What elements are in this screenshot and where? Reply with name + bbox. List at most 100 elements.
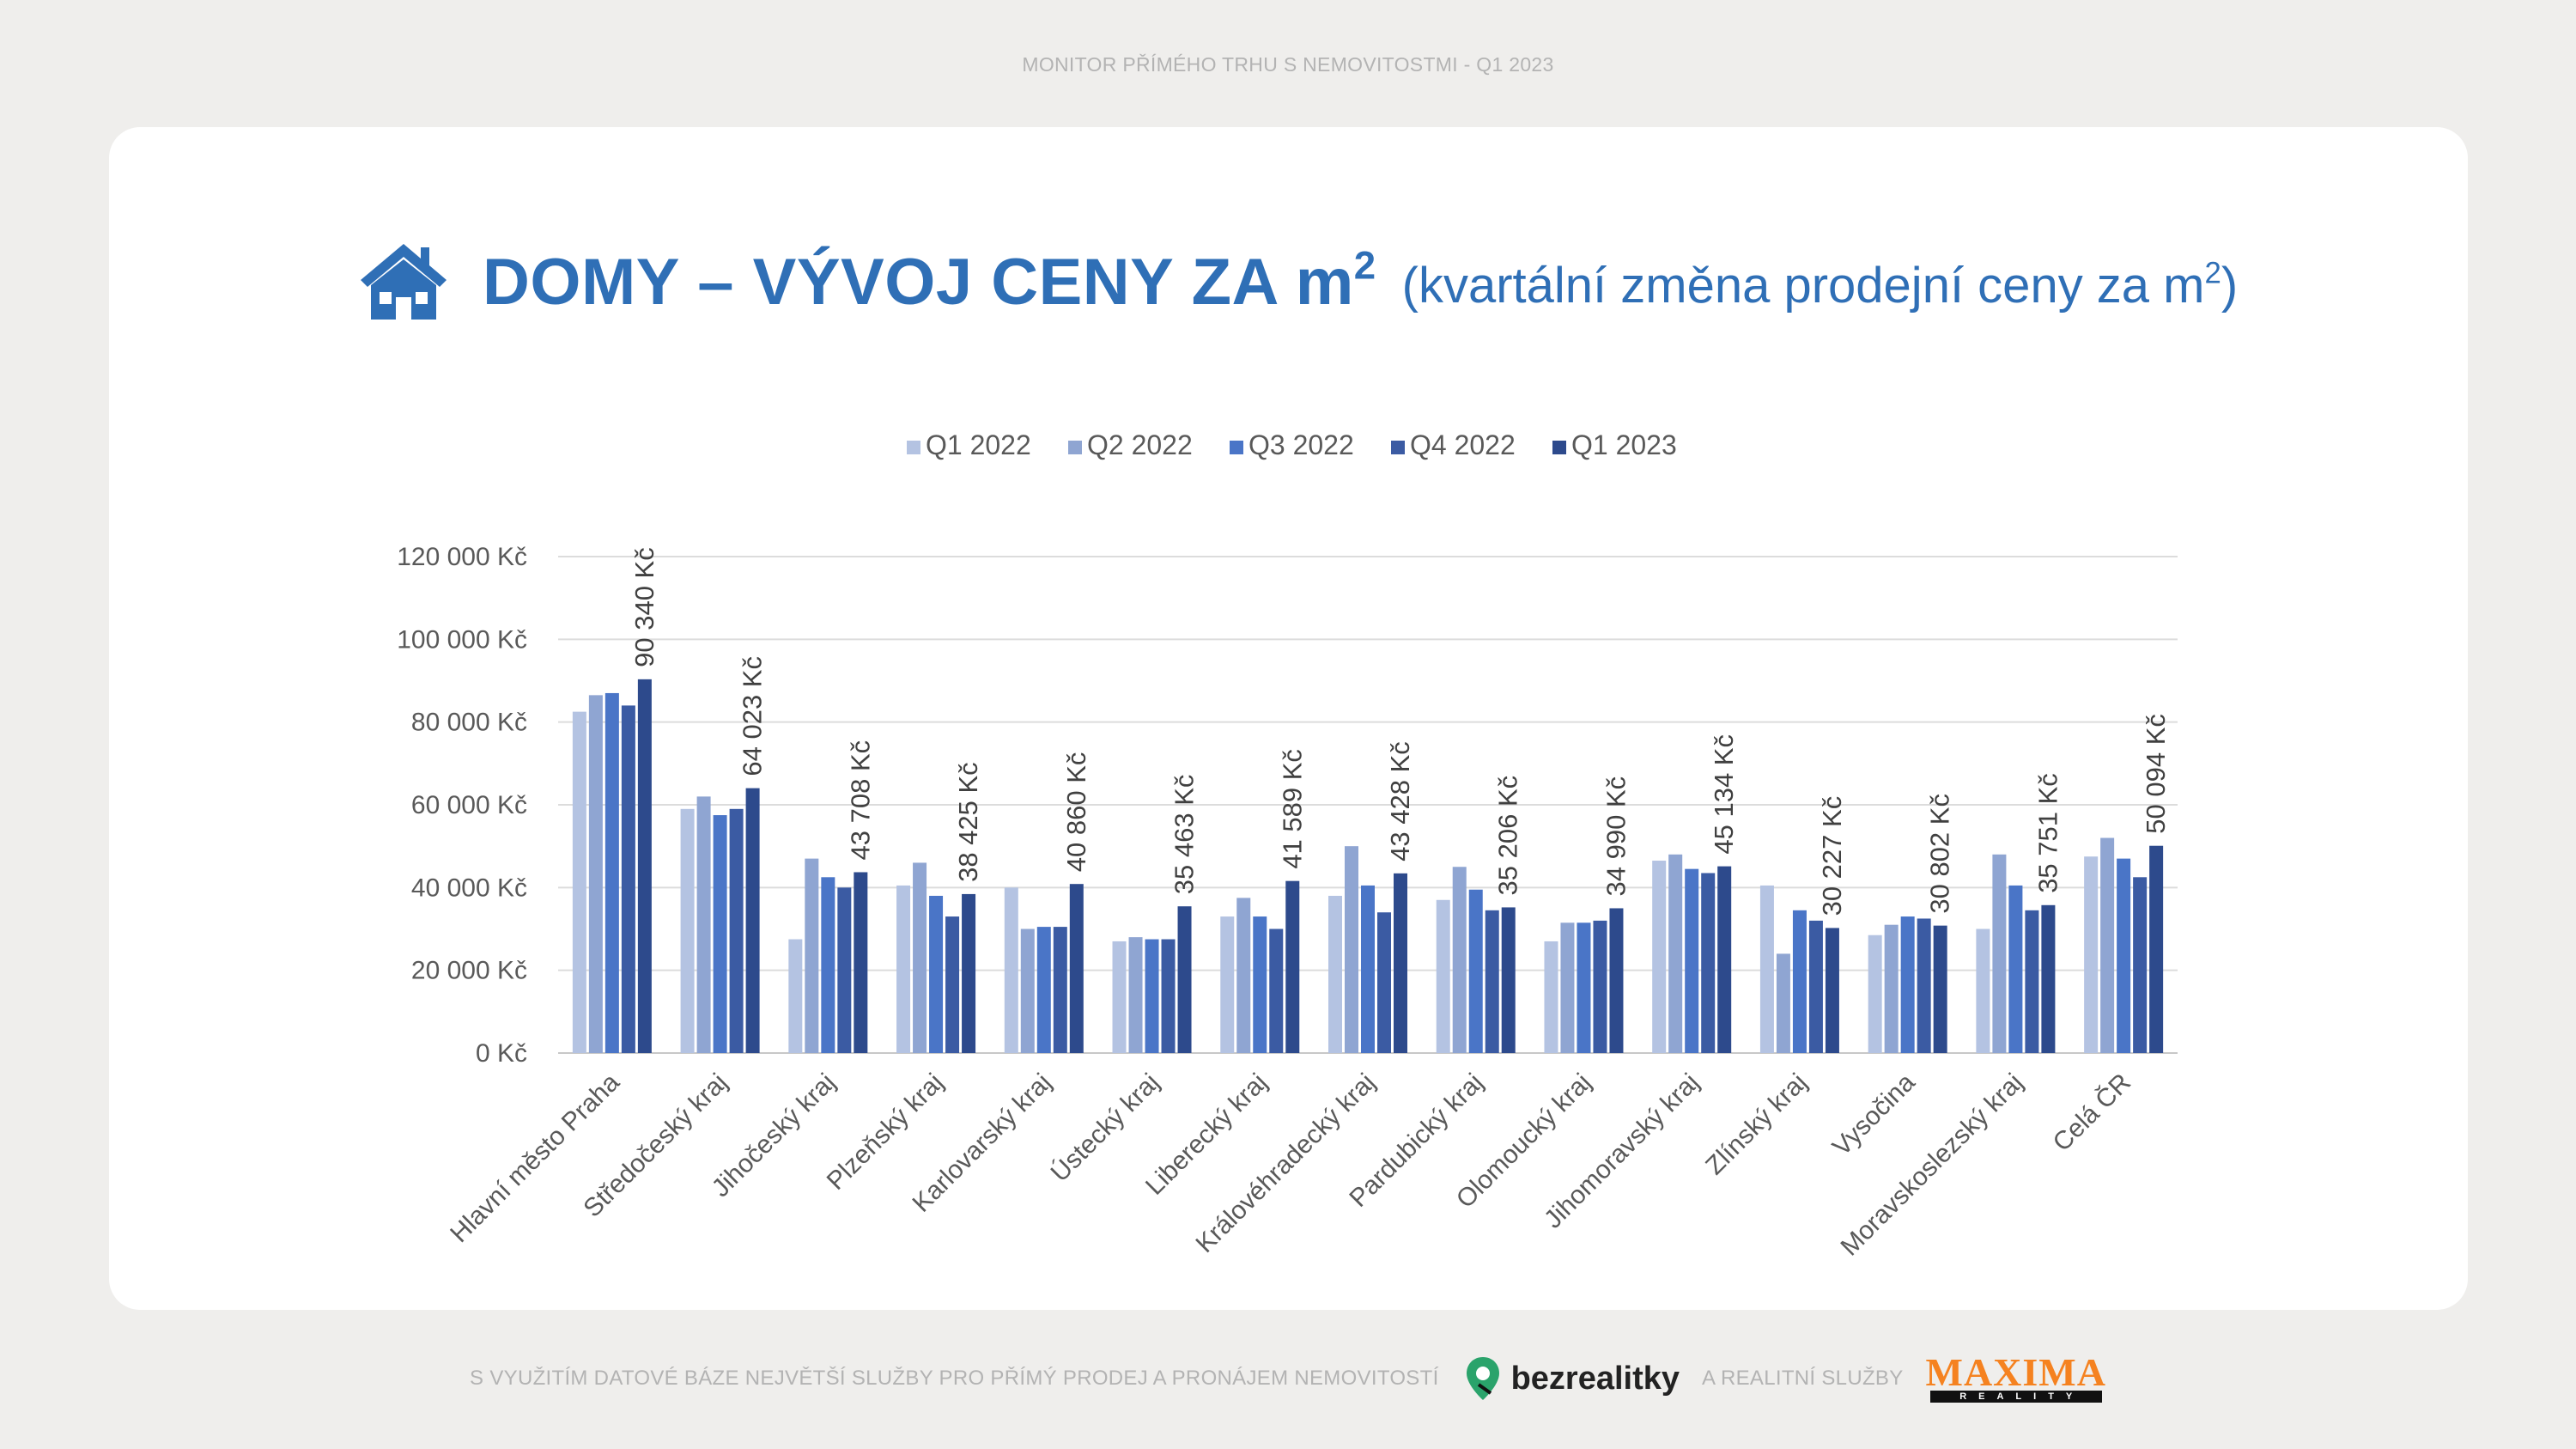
data-label: 30 227 Kč: [1817, 796, 1847, 916]
bar: [1976, 928, 1990, 1053]
bar: [1900, 916, 1915, 1053]
page-title: DOMY – VÝVOJ CENY ZA m2 (kvartální změna…: [357, 239, 2238, 325]
bar: [1069, 884, 1084, 1053]
bar: [1036, 927, 1051, 1053]
bar: [1468, 889, 1483, 1053]
bar: [1269, 928, 1284, 1053]
bar: [1345, 846, 1358, 1053]
bar: [1485, 910, 1499, 1053]
bar: [1377, 912, 1391, 1053]
bar: [1560, 922, 1575, 1053]
bar: [1884, 924, 1899, 1053]
chart-subtitle: (kvartální změna prodejní ceny za m2): [1401, 255, 2239, 314]
location-pin-icon: [1466, 1357, 1499, 1400]
y-tick-label: 40 000 Kč: [411, 874, 527, 902]
report-header: MONITOR PŘÍMÉHO TRHU S NEMOVITOSTMI - Q1…: [1022, 53, 1554, 76]
bar: [2025, 910, 2039, 1053]
legend-swatch: [1230, 441, 1243, 454]
bar: [1868, 935, 1882, 1053]
data-label: 43 428 Kč: [1385, 741, 1415, 861]
bar: [854, 872, 868, 1053]
legend-label: Q1 2023: [1571, 429, 1677, 460]
bar: [1236, 898, 1251, 1053]
bar: [1436, 899, 1450, 1053]
bar: [1253, 916, 1267, 1053]
data-label: 90 340 Kč: [629, 547, 659, 667]
footer-text-left: S VYUŽITÍM DATOVÉ BÁZE NEJVĚTŠÍ SLUŽBY P…: [470, 1367, 1439, 1390]
bar: [1328, 895, 1342, 1053]
bar: [1776, 953, 1790, 1053]
bar: [1685, 868, 1699, 1053]
bar: [1933, 925, 1947, 1053]
data-label: 40 860 Kč: [1061, 752, 1091, 873]
bar: [1652, 861, 1667, 1053]
bar: [2084, 856, 2099, 1053]
bar: [1285, 880, 1300, 1053]
bar: [1128, 937, 1143, 1053]
legend-swatch: [907, 441, 920, 454]
bar: [2117, 858, 2131, 1053]
data-label: 45 134 Kč: [1709, 734, 1739, 855]
bar: [2008, 885, 2023, 1053]
bar: [2041, 904, 2056, 1053]
bar: [805, 858, 819, 1053]
bar: [1053, 927, 1067, 1053]
x-tick-label: Celá ČR: [2047, 1068, 2136, 1157]
bar: [1609, 908, 1624, 1053]
bar: [1808, 920, 1823, 1053]
bar: [945, 916, 960, 1053]
bar: [1825, 928, 1839, 1053]
bar: [1361, 885, 1375, 1053]
bar: [572, 711, 586, 1053]
bar: [1004, 887, 1018, 1053]
chart-title: DOMY – VÝVOJ CENY ZA m2: [483, 242, 1376, 319]
data-label: 35 751 Kč: [2032, 773, 2063, 893]
y-tick-label: 100 000 Kč: [397, 625, 527, 654]
bar: [913, 862, 927, 1053]
legend-swatch: [1552, 441, 1566, 454]
bar: [1701, 873, 1716, 1053]
legend-swatch: [1068, 441, 1082, 454]
bar: [1020, 928, 1035, 1053]
bar: [837, 887, 852, 1053]
bar: [1544, 941, 1558, 1053]
data-label: 34 990 Kč: [1601, 776, 1631, 897]
legend-swatch: [1391, 441, 1405, 454]
bar: [713, 815, 727, 1053]
data-label: 64 023 Kč: [738, 656, 768, 776]
bar: [745, 788, 760, 1053]
bar: [1668, 854, 1683, 1053]
bar: [1992, 854, 2007, 1053]
data-label: 50 094 Kč: [2141, 714, 2171, 834]
footer: S VYUŽITÍM DATOVÉ BÁZE NEJVĚTŠÍ SLUŽBY P…: [0, 1349, 2576, 1409]
bar: [2149, 845, 2164, 1053]
bar: [788, 939, 803, 1053]
chart-card: [109, 127, 2468, 1310]
bar: [1145, 939, 1159, 1053]
bar: [1717, 866, 1732, 1053]
data-label: 35 206 Kč: [1493, 776, 1523, 896]
bar: [696, 796, 711, 1053]
bar: [1452, 867, 1467, 1053]
bar: [1759, 885, 1774, 1053]
bar: [1112, 941, 1127, 1053]
footer-text-mid: A REALITNÍ SLUŽBY: [1702, 1367, 1904, 1390]
legend-label: Q3 2022: [1249, 429, 1354, 460]
x-tick-label: Moravskoslezský kraj: [1835, 1068, 2028, 1262]
bar: [1792, 910, 1807, 1053]
bezrealitky-logo: bezrealitky: [1465, 1355, 1680, 1402]
bar: [821, 877, 835, 1053]
bar: [1177, 906, 1192, 1053]
legend-label: Q2 2022: [1087, 429, 1193, 460]
bar: [588, 695, 603, 1053]
y-tick-label: 60 000 Kč: [411, 791, 527, 819]
bar: [1577, 922, 1591, 1053]
y-tick-label: 120 000 Kč: [397, 543, 527, 571]
bar: [605, 692, 619, 1053]
x-tick-label: Zlínský kraj: [1700, 1068, 1813, 1181]
bar: [2100, 837, 2115, 1053]
y-tick-label: 20 000 Kč: [411, 957, 527, 985]
bar: [1394, 873, 1407, 1053]
legend-label: Q4 2022: [1410, 429, 1516, 460]
bar: [680, 808, 695, 1053]
